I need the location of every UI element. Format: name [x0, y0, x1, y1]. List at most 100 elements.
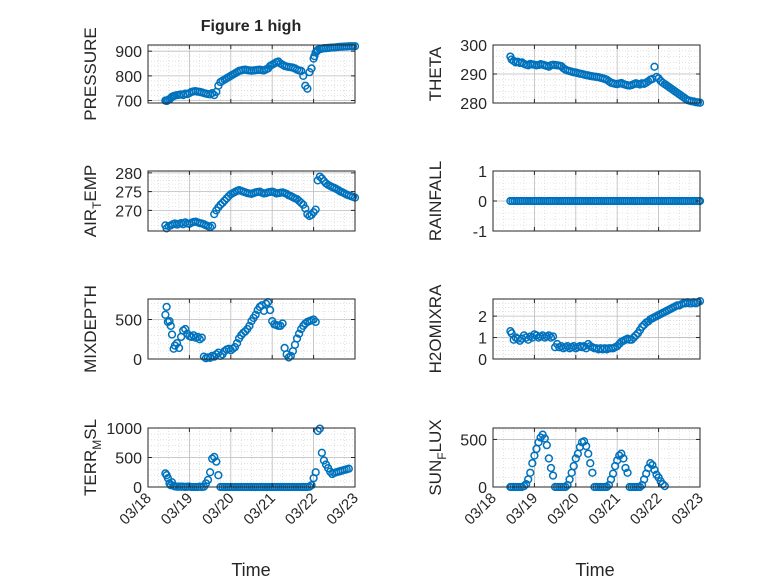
data-point: [650, 465, 659, 475]
data-point: [228, 344, 238, 353]
data-point: [170, 341, 180, 350]
data-point: [648, 460, 657, 470]
data-point: [546, 463, 556, 473]
y-axis-label-2: THETA: [426, 46, 445, 101]
data-point: [528, 459, 537, 468]
data-point: [629, 333, 638, 342]
y-tick-label: 1: [478, 331, 487, 348]
data-point: [301, 319, 310, 328]
data-point: [294, 329, 304, 338]
data-point: [208, 88, 217, 98]
data-point: [311, 317, 320, 327]
data-point: [265, 305, 275, 315]
data-point: [241, 327, 250, 336]
data-point: [315, 172, 324, 181]
y-tick-label: 280: [115, 166, 142, 183]
data-point: [646, 459, 655, 468]
data-point: [161, 310, 170, 319]
data-point: [163, 474, 173, 483]
data-point: [521, 479, 531, 489]
data-point: [193, 332, 202, 342]
data-point: [519, 481, 529, 491]
data-point: [534, 438, 543, 447]
data-point: [319, 456, 329, 465]
data-point: [637, 322, 647, 332]
y-axis-label-7: TERRMSL: [81, 419, 104, 496]
data-point: [292, 334, 302, 343]
y-tick-label: 270: [115, 203, 142, 220]
y-tick-label: 1: [478, 164, 487, 181]
data-point: [165, 316, 174, 326]
axes-box: [147, 298, 356, 360]
data-point: [232, 339, 242, 348]
data-point: [515, 336, 525, 345]
subplot-2: 280 290 300 THETA: [426, 38, 705, 113]
data-point: [303, 84, 312, 93]
data-point: [245, 321, 254, 330]
data-point: [608, 469, 618, 478]
data-point: [216, 200, 225, 209]
y-tick-label: 0: [478, 352, 487, 369]
y-axis-label-1: PRESSURE: [81, 27, 100, 121]
y-tick-label: 500: [115, 451, 142, 468]
data-point: [650, 62, 659, 71]
data-point: [220, 196, 229, 205]
data-point: [617, 449, 626, 458]
data-point: [344, 464, 353, 473]
data-point: [548, 471, 558, 480]
data-point: [588, 468, 597, 477]
axes-background: [493, 428, 700, 487]
y-axis-label-8: SUNFLUX: [426, 419, 449, 495]
y-tick-label: 275: [115, 185, 142, 202]
data-point: [548, 332, 558, 341]
data-point: [218, 198, 227, 208]
data-point: [174, 343, 184, 353]
data-point: [526, 468, 535, 477]
y-tick-label: 0: [478, 194, 487, 211]
y-axis-label-5: MIXDEPTH: [81, 285, 100, 373]
data-point: [261, 299, 271, 308]
data-point: [619, 454, 628, 463]
subplot-1: 700 800 900 PRESSURE: [81, 27, 360, 121]
data-point: [172, 339, 182, 348]
data-point: [311, 205, 320, 214]
x-axis-label-left: Time: [231, 560, 270, 580]
data-point: [278, 319, 287, 328]
y-tick-label: 290: [460, 67, 487, 84]
data-point: [586, 459, 595, 468]
data-point: [621, 463, 630, 473]
axes-box: [147, 44, 356, 104]
data-point: [166, 321, 175, 330]
y-tick-label: 500: [460, 432, 487, 449]
y-tick-label: 800: [115, 69, 142, 86]
data-point: [297, 198, 306, 208]
y-axis-label-6: H2OMIXRA: [426, 284, 445, 373]
data-point: [658, 479, 667, 489]
data-point: [317, 448, 327, 457]
figure-title: Figure 1 high: [201, 18, 301, 35]
data-point: [195, 335, 204, 344]
data-point: [627, 335, 636, 344]
axes-box: [492, 298, 701, 360]
y-tick-label: 0: [133, 480, 142, 497]
data-point: [569, 461, 578, 471]
x-axis-label-right: Time: [575, 560, 614, 580]
data-point: [299, 71, 308, 81]
data-point: [251, 310, 260, 319]
data-point: [309, 315, 318, 324]
data-point: [571, 454, 580, 463]
subplot-6: 0 1 2 H2OMIXRA: [426, 284, 705, 373]
data-point: [311, 468, 320, 477]
axes-box: [492, 427, 701, 488]
data-point: [542, 440, 551, 450]
data-point: [613, 341, 622, 351]
subplot-4: -1 0 1 RAINFALL: [426, 161, 705, 241]
data-point: [660, 481, 669, 491]
y-tick-label: 0: [478, 480, 487, 497]
data-point: [181, 324, 190, 334]
data-point: [167, 330, 177, 339]
y-axis-label-3: AIRTEMP: [81, 165, 104, 238]
